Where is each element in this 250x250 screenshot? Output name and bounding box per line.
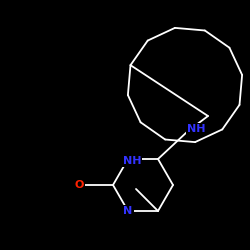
Text: N: N	[124, 206, 132, 216]
Text: O: O	[74, 180, 84, 190]
Text: NH: NH	[187, 124, 205, 134]
Text: NH: NH	[123, 156, 141, 166]
